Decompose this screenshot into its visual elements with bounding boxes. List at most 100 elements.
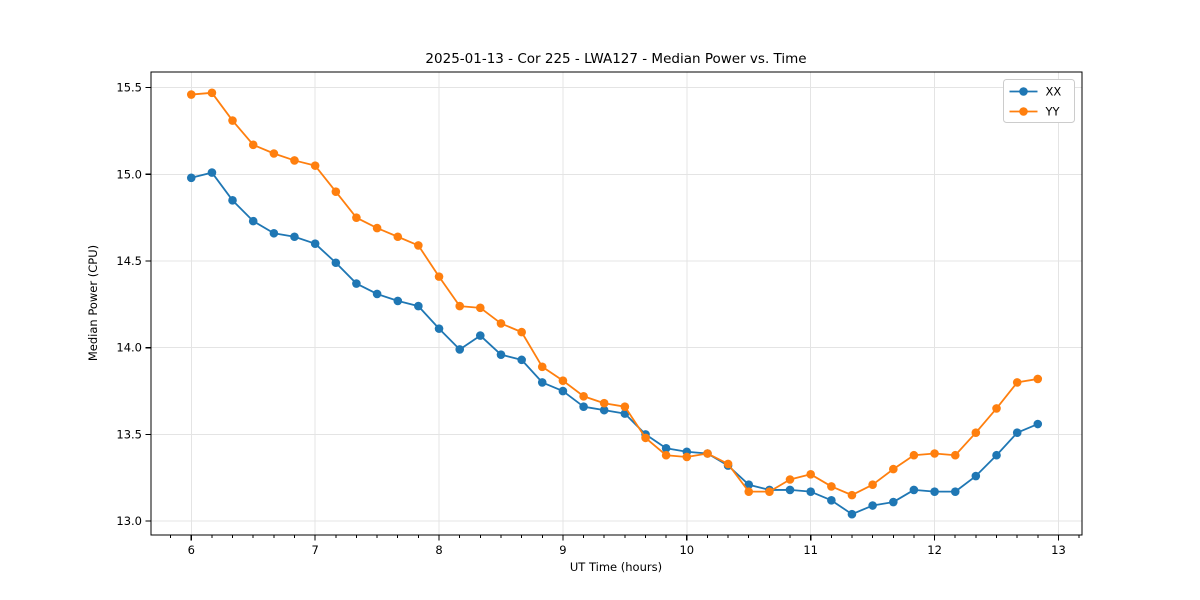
data-point-marker xyxy=(950,450,960,460)
plot-border xyxy=(150,71,1083,536)
grid-lines xyxy=(151,72,1082,535)
data-point-marker xyxy=(868,480,877,490)
data-point-marker xyxy=(889,464,898,474)
data-point-marker xyxy=(248,140,258,150)
data-point-marker xyxy=(992,450,1001,460)
data-point-marker xyxy=(909,450,919,460)
data-point-marker xyxy=(909,485,919,495)
y-tick-label: 13.0 xyxy=(116,514,142,528)
data-point-marker xyxy=(496,350,506,359)
data-point-marker xyxy=(475,303,485,313)
data-point-marker xyxy=(434,272,444,281)
legend-marker xyxy=(1019,87,1028,96)
data-point-marker xyxy=(806,470,815,479)
data-point-marker xyxy=(414,241,423,250)
data-point-marker xyxy=(186,90,196,99)
series-xx xyxy=(186,168,1043,519)
x-tick-label: 13 xyxy=(1051,543,1066,557)
data-point-marker xyxy=(847,490,857,500)
data-point-marker xyxy=(352,279,361,288)
data-point-marker xyxy=(372,223,382,233)
x-tick-label: 12 xyxy=(927,543,942,557)
data-point-marker xyxy=(744,480,754,490)
data-point-marker xyxy=(1033,419,1043,429)
data-point-marker xyxy=(847,509,857,519)
data-point-marker xyxy=(310,239,320,248)
data-point-marker xyxy=(517,327,526,337)
data-point-marker xyxy=(290,156,299,165)
data-point-marker xyxy=(558,376,568,385)
data-point-marker xyxy=(372,289,382,299)
x-tick-label: 7 xyxy=(311,543,318,557)
data-point-marker xyxy=(827,496,836,505)
data-point-marker xyxy=(393,296,403,306)
data-point-marker xyxy=(703,449,712,458)
legend-box xyxy=(1003,79,1075,123)
x-tick-label: 8 xyxy=(435,543,442,557)
x-tick-label: 9 xyxy=(559,543,566,557)
data-point-marker xyxy=(599,398,609,408)
data-point-marker xyxy=(744,487,754,496)
data-point-marker xyxy=(1033,374,1043,384)
data-point-marker xyxy=(186,173,196,183)
y-tick-label: 15.0 xyxy=(116,167,142,181)
data-point-marker xyxy=(537,378,547,387)
data-point-marker xyxy=(641,433,650,443)
data-point-marker xyxy=(579,391,588,401)
data-point-marker xyxy=(806,487,815,496)
y-tick-label: 14.0 xyxy=(116,341,142,355)
data-point-marker xyxy=(930,487,939,496)
axes: 6 7 8 9 10 11 12 13 13.0 13.5 14.0 14.5 15.0 15.5 xyxy=(116,71,1083,557)
data-point-marker xyxy=(537,362,547,372)
data-point-marker xyxy=(661,450,671,460)
legend-label: XX xyxy=(1046,85,1062,99)
data-point-marker xyxy=(475,331,485,340)
y-tick-label: 15.5 xyxy=(116,81,142,95)
data-point-marker xyxy=(290,232,299,242)
data-point-marker xyxy=(228,196,237,205)
data-point-marker xyxy=(785,485,795,495)
data-point-marker xyxy=(331,258,341,268)
data-point-marker xyxy=(207,88,217,98)
data-point-marker xyxy=(950,487,960,496)
data-series xyxy=(186,88,1043,519)
data-point-marker xyxy=(248,216,258,226)
legend: XX YY xyxy=(1003,79,1075,123)
legend-marker xyxy=(1019,107,1028,116)
y-tick-label: 13.5 xyxy=(116,427,142,441)
legend-label: YY xyxy=(1045,105,1061,119)
data-point-marker xyxy=(868,501,877,510)
data-point-marker xyxy=(971,428,981,437)
data-point-marker xyxy=(558,386,568,396)
data-point-marker xyxy=(930,449,939,458)
data-point-marker xyxy=(1012,428,1022,437)
data-point-marker xyxy=(889,497,898,507)
data-point-marker xyxy=(661,443,671,453)
x-axis-label: UT Time (hours) xyxy=(570,560,662,574)
data-point-marker xyxy=(393,232,403,242)
data-point-marker xyxy=(723,459,733,469)
data-point-marker xyxy=(765,487,774,496)
x-tick-label: 10 xyxy=(679,543,694,557)
data-point-marker xyxy=(1012,378,1022,387)
data-point-marker xyxy=(682,452,692,462)
series-line xyxy=(191,171,1039,516)
chart-title: 2025-01-13 - Cor 225 - LWA127 - Median P… xyxy=(425,51,806,67)
data-point-marker xyxy=(455,301,465,311)
data-point-marker xyxy=(827,482,836,491)
data-point-marker xyxy=(620,402,630,411)
data-point-marker xyxy=(455,345,465,354)
data-point-marker xyxy=(992,404,1001,413)
data-point-marker xyxy=(352,213,361,222)
y-axis-label: Median Power (CPU) xyxy=(86,245,100,361)
data-point-marker xyxy=(414,301,423,311)
data-point-marker xyxy=(207,168,217,177)
data-point-marker xyxy=(310,161,320,170)
data-point-marker xyxy=(269,149,279,158)
data-point-marker xyxy=(517,355,526,365)
data-point-marker xyxy=(331,187,341,196)
data-point-marker xyxy=(579,402,588,411)
series-yy xyxy=(186,88,1043,500)
